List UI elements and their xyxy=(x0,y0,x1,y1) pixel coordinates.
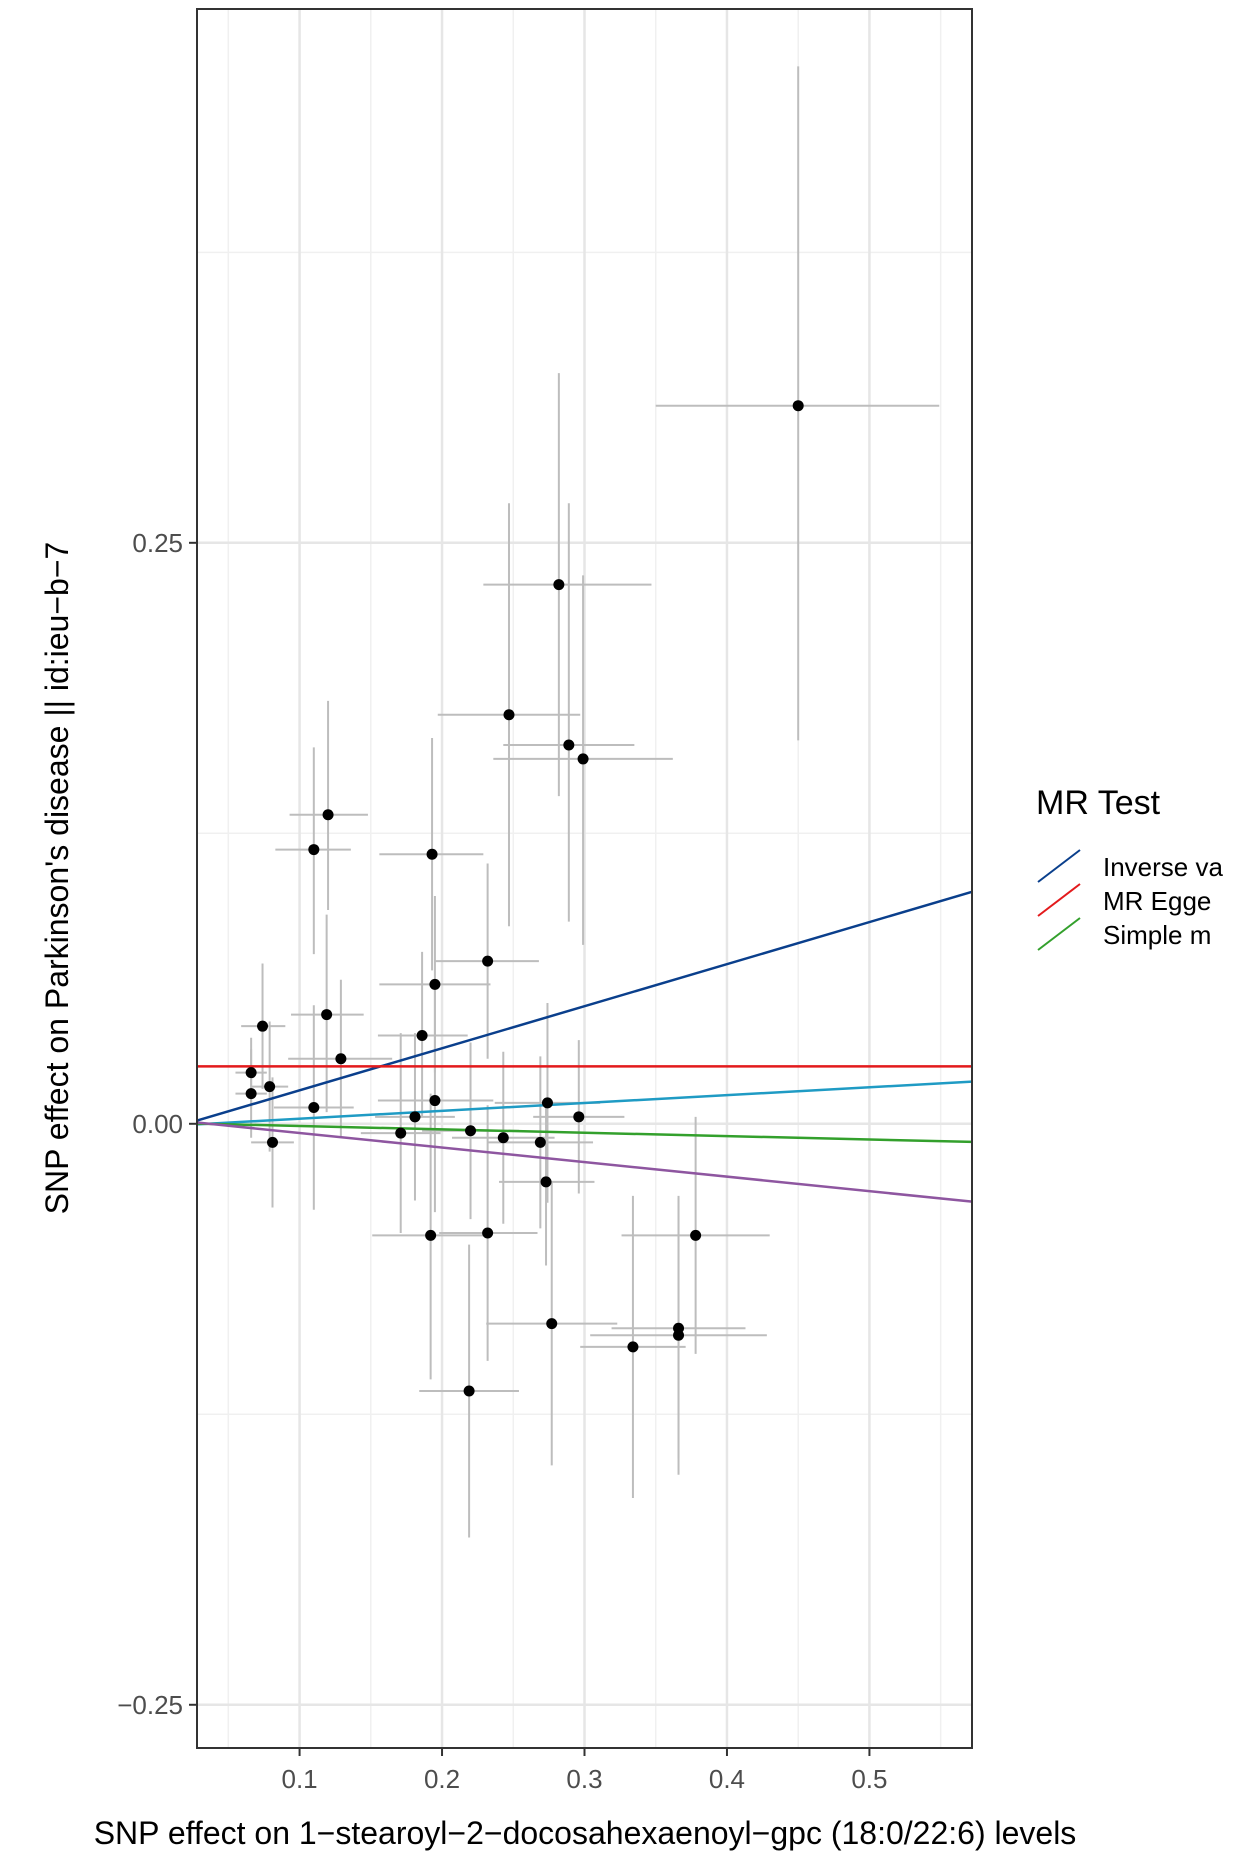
legend-key-line xyxy=(1037,917,1081,951)
x-tick-label: 0.4 xyxy=(709,1764,745,1794)
x-tick-label: 0.2 xyxy=(424,1764,460,1794)
snp-point xyxy=(673,1329,685,1341)
snp-point xyxy=(482,955,494,967)
legend-key-line xyxy=(1037,849,1081,883)
mr-fit-line xyxy=(196,1122,973,1144)
snp-point xyxy=(257,1020,269,1032)
x-tick-label: 0.1 xyxy=(281,1764,317,1794)
x-tick-label: 0.3 xyxy=(566,1764,602,1794)
legend-entry-label: MR Egge xyxy=(1103,886,1211,916)
snp-point xyxy=(335,1053,347,1065)
mr-fit-line xyxy=(196,1121,973,1203)
snp-point xyxy=(482,1227,494,1239)
mr-fit-line xyxy=(196,1080,973,1126)
snp-point xyxy=(534,1136,546,1148)
legend-entry-label: Inverse va xyxy=(1103,852,1223,882)
snp-point xyxy=(540,1176,552,1188)
snp-point xyxy=(267,1136,279,1148)
snp-point xyxy=(429,978,441,990)
snp-point xyxy=(627,1341,639,1353)
snp-point xyxy=(463,1385,475,1397)
x-axis-label: SNP effect on 1−stearoyl−2−docosahexaeno… xyxy=(94,1815,1077,1851)
legend-entries: Inverse va MR Egge Simple m xyxy=(1037,849,1223,951)
snp-point xyxy=(546,1318,558,1330)
x-tick-label: 0.5 xyxy=(851,1764,887,1794)
snp-point xyxy=(465,1125,477,1137)
y-axis-label: SNP effect on Parkinson's disease || id:… xyxy=(39,542,75,1215)
snp-point xyxy=(264,1081,276,1093)
legend-entry-label: Simple m xyxy=(1103,920,1211,950)
y-axis: 0.25 0.00 −0.25 xyxy=(117,528,197,1720)
snp-point xyxy=(425,1229,437,1241)
y-tick-label: 0.00 xyxy=(132,1109,183,1139)
major-gridlines xyxy=(197,9,972,1748)
snp-point xyxy=(577,753,589,765)
snp-point xyxy=(573,1111,585,1123)
snp-point xyxy=(416,1029,428,1041)
snp-point xyxy=(321,1009,333,1021)
snp-point xyxy=(503,709,515,721)
snp-point xyxy=(541,1097,553,1109)
snp-point xyxy=(409,1111,421,1123)
error-bars xyxy=(235,66,940,1538)
snp-point xyxy=(792,400,804,412)
snp-point xyxy=(245,1088,257,1100)
snp-point xyxy=(497,1132,509,1144)
snp-point xyxy=(690,1229,702,1241)
y-tick-label: 0.25 xyxy=(132,528,183,558)
snp-point xyxy=(245,1067,257,1079)
snp-point xyxy=(322,809,334,821)
mr-fit-line xyxy=(196,890,973,1122)
snp-point xyxy=(553,579,565,591)
legend: MR Test Inverse va MR Egge Simple m xyxy=(1036,784,1223,951)
x-axis: 0.1 0.2 0.3 0.4 0.5 xyxy=(281,1748,888,1794)
legend-key-line xyxy=(1037,883,1081,917)
y-tick-label: −0.25 xyxy=(117,1690,183,1720)
snp-point xyxy=(426,848,438,860)
mr-regression-lines xyxy=(196,890,973,1203)
snp-point xyxy=(563,739,575,751)
snp-point xyxy=(308,844,320,856)
snp-point xyxy=(429,1095,441,1107)
legend-title: MR Test xyxy=(1036,784,1161,822)
snp-point xyxy=(308,1102,320,1114)
snp-point xyxy=(395,1127,407,1139)
snp-points xyxy=(245,400,804,1397)
